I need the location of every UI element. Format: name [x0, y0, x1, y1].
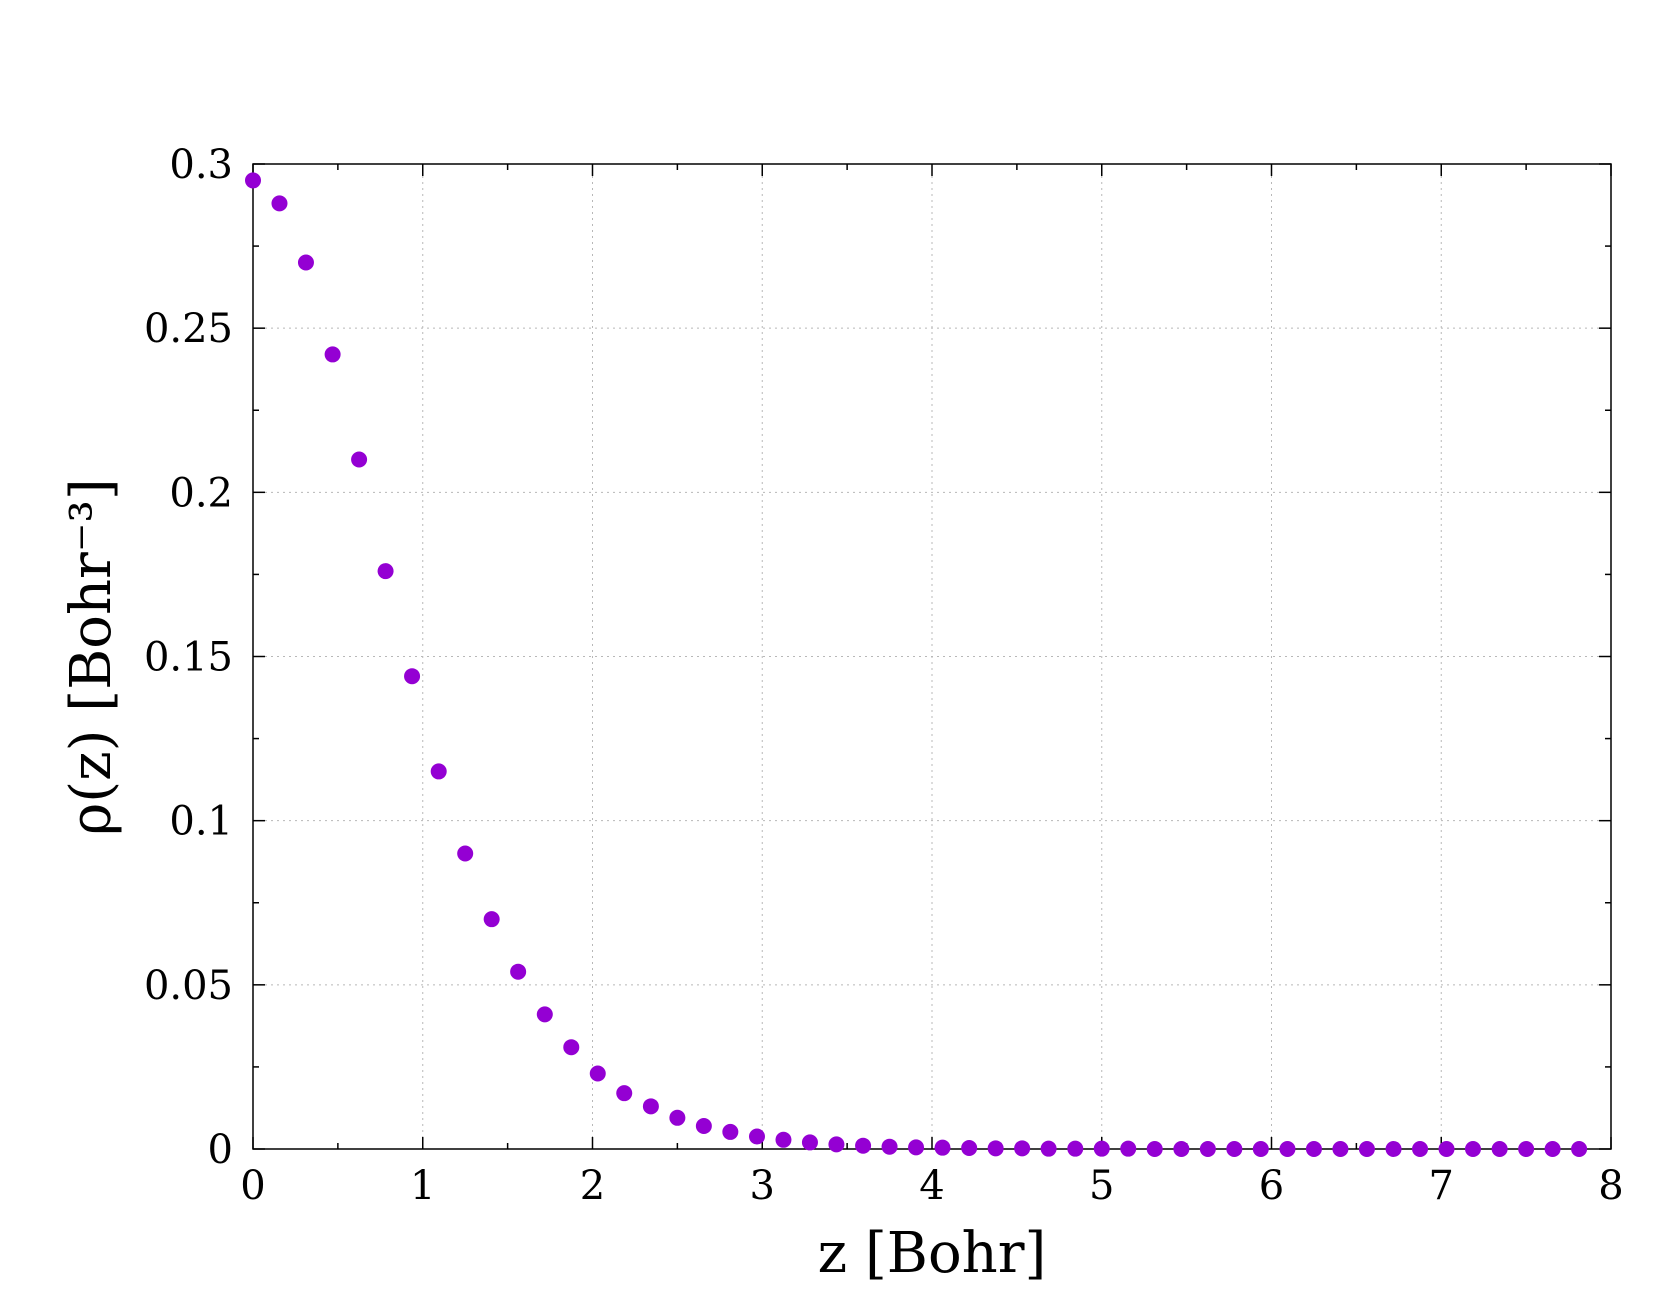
data-point: [245, 172, 261, 189]
data-point: [616, 1085, 633, 1102]
data-point: [377, 563, 394, 580]
data-point: [987, 1140, 1004, 1157]
data-point: [1067, 1140, 1084, 1157]
data-point: [748, 1128, 765, 1145]
data-point: [1385, 1141, 1402, 1157]
data-point: [1544, 1141, 1561, 1157]
data-point: [828, 1136, 845, 1153]
data-point: [457, 845, 474, 862]
y-tick-labels: 0 0.05 0.1 0.15 0.2 0.25 0.3: [144, 142, 233, 1173]
data-point: [404, 668, 421, 685]
data-point: [1279, 1141, 1296, 1157]
data-point: [934, 1139, 951, 1156]
y-tick-label: 0.25: [144, 306, 233, 352]
data-point: [1464, 1141, 1481, 1157]
x-tick-label: 3: [750, 1163, 775, 1209]
y-tick-label: 0.05: [144, 963, 233, 1009]
data-point: [1120, 1140, 1137, 1157]
x-tick-label: 4: [919, 1163, 944, 1209]
y-axis-label: ρ(z) [Bohr⁻³]: [59, 478, 124, 835]
data-point: [1226, 1141, 1243, 1157]
data-point: [642, 1098, 659, 1115]
data-point: [855, 1137, 872, 1154]
data-point: [775, 1131, 792, 1148]
data-point: [1518, 1141, 1535, 1157]
data-point: [801, 1134, 818, 1151]
data-point: [510, 963, 527, 980]
grid-lines: [253, 164, 1611, 1149]
data-point: [1040, 1140, 1057, 1157]
data-point: [722, 1123, 739, 1140]
data-point: [563, 1039, 580, 1056]
data-point: [1093, 1140, 1110, 1157]
data-point: [483, 911, 500, 928]
x-tick-label: 7: [1429, 1163, 1454, 1209]
y-tick-label: 0.1: [169, 799, 233, 845]
y-tick-label: 0.2: [169, 470, 233, 516]
y-tick-label: 0.3: [169, 142, 233, 188]
plot-frame: [252, 163, 1612, 1150]
data-point: [1571, 1141, 1588, 1157]
data-point: [1173, 1141, 1190, 1157]
x-tick-label: 0: [240, 1163, 265, 1209]
data-point: [297, 254, 314, 271]
data-point: [351, 451, 368, 468]
x-axis-label: z [Bohr]: [818, 1221, 1047, 1286]
data-point: [1199, 1141, 1216, 1157]
data-point: [1332, 1141, 1349, 1157]
data-point: [271, 195, 288, 212]
data-point: [961, 1140, 978, 1157]
x-tick-label: 8: [1598, 1163, 1623, 1209]
x-tick-label: 1: [410, 1163, 435, 1209]
data-point: [1438, 1141, 1455, 1157]
data-point: [430, 763, 447, 780]
x-tick-label: 5: [1089, 1163, 1114, 1209]
data-points: [245, 172, 1588, 1157]
data-point: [695, 1118, 712, 1135]
data-point: [1358, 1141, 1375, 1157]
y-tick-label: 0: [208, 1127, 233, 1173]
data-point: [324, 346, 341, 363]
data-point: [881, 1138, 898, 1155]
data-point: [1491, 1141, 1508, 1157]
x-tick-labels: 0 1 2 3 4 5 6 7 8: [240, 1163, 1623, 1209]
data-point: [1146, 1141, 1163, 1157]
x-tick-label: 6: [1259, 1163, 1284, 1209]
data-point: [1412, 1141, 1429, 1157]
data-point: [536, 1006, 553, 1023]
data-point: [1252, 1141, 1269, 1157]
data-point: [669, 1109, 686, 1126]
data-point: [908, 1139, 925, 1156]
y-tick-label: 0.15: [144, 635, 233, 681]
data-point: [1014, 1140, 1031, 1157]
x-tick-label: 2: [580, 1163, 605, 1209]
data-point: [1305, 1141, 1322, 1157]
data-point: [589, 1065, 606, 1082]
